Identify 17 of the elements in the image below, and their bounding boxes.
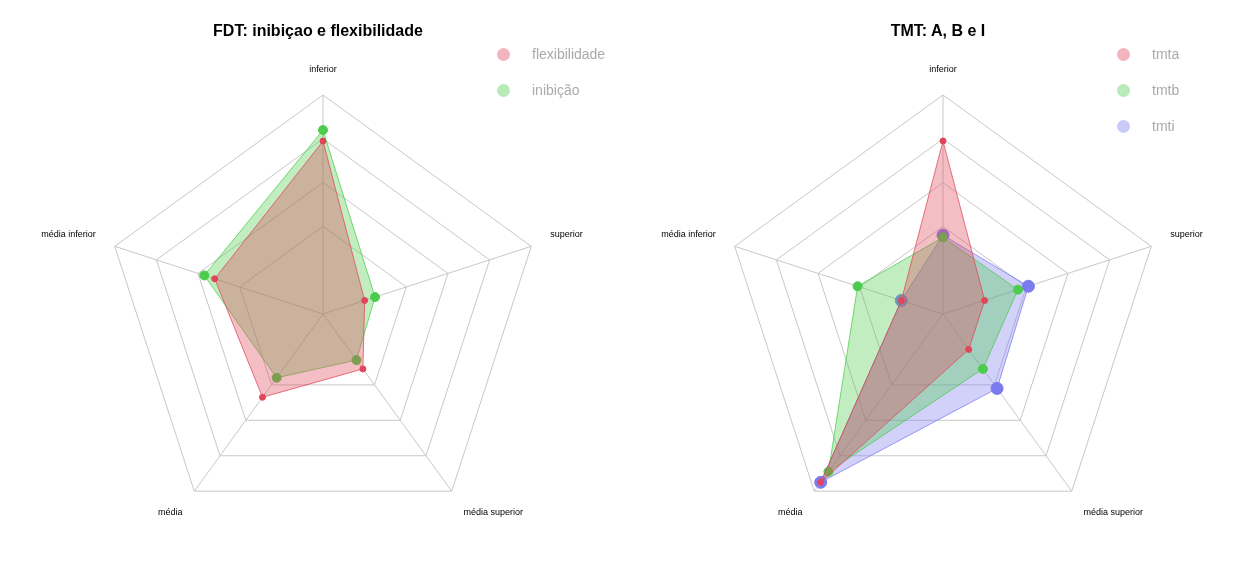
spoke-label: média bbox=[778, 507, 803, 518]
spoke-label: média superior bbox=[1083, 507, 1144, 518]
spoke-label: média superior bbox=[463, 507, 524, 518]
spoke-label: superior bbox=[1170, 229, 1203, 240]
legend-label: tmtb bbox=[1152, 82, 1181, 98]
chart-title: FDT: inibiçao e flexibilidade bbox=[213, 22, 424, 40]
chart-title: TMT: A, B e I bbox=[890, 22, 986, 40]
spoke-label: inferior bbox=[929, 64, 957, 75]
legend-label: inibição bbox=[532, 82, 581, 98]
spoke-label: inferior bbox=[309, 64, 337, 75]
legend-label: tmta bbox=[1152, 46, 1181, 62]
spoke-label: média bbox=[158, 507, 183, 518]
spoke-label: superior bbox=[550, 229, 583, 240]
spoke-label: média inferior bbox=[661, 229, 716, 240]
legend-label: tmti bbox=[1152, 118, 1176, 134]
spoke-label: média inferior bbox=[41, 229, 96, 240]
legend-label: flexibilidade bbox=[532, 46, 607, 62]
